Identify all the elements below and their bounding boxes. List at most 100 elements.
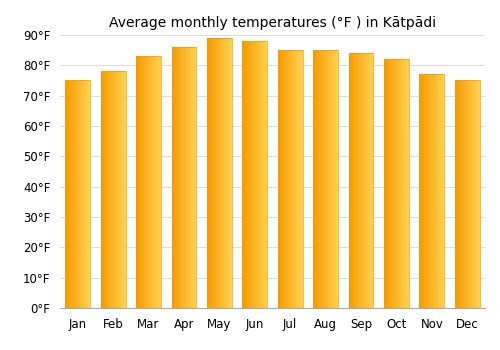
Bar xyxy=(390,59,392,308)
Bar xyxy=(260,41,262,308)
Bar xyxy=(368,53,370,308)
Bar xyxy=(438,75,440,308)
Bar xyxy=(477,80,478,308)
Bar xyxy=(88,80,90,308)
Bar xyxy=(208,38,210,308)
Bar xyxy=(224,38,225,308)
Bar xyxy=(427,75,428,308)
Bar xyxy=(408,59,409,308)
Bar xyxy=(365,53,366,308)
Bar xyxy=(78,80,80,308)
Bar xyxy=(435,75,436,308)
Bar xyxy=(178,47,179,308)
Bar xyxy=(174,47,175,308)
Bar xyxy=(332,50,333,308)
Bar xyxy=(316,50,318,308)
Bar xyxy=(320,50,322,308)
Bar xyxy=(73,80,74,308)
Bar xyxy=(80,80,81,308)
Bar xyxy=(285,50,286,308)
Bar xyxy=(367,53,368,308)
Bar xyxy=(211,38,212,308)
Bar xyxy=(329,50,330,308)
Bar xyxy=(140,56,141,308)
Bar xyxy=(220,38,221,308)
Bar xyxy=(361,53,362,308)
Bar xyxy=(252,41,253,308)
Bar xyxy=(113,71,114,308)
Bar xyxy=(437,75,438,308)
Bar xyxy=(431,75,432,308)
Bar xyxy=(356,53,357,308)
Bar xyxy=(82,80,84,308)
Bar xyxy=(424,75,426,308)
Bar xyxy=(256,41,258,308)
Bar xyxy=(71,80,72,308)
Bar xyxy=(249,41,250,308)
Bar xyxy=(85,80,86,308)
Bar xyxy=(455,80,479,308)
Bar xyxy=(76,80,77,308)
Bar xyxy=(183,47,184,308)
Bar xyxy=(468,80,469,308)
Bar xyxy=(137,56,138,308)
Bar xyxy=(87,80,88,308)
Bar xyxy=(138,56,140,308)
Bar xyxy=(333,50,334,308)
Bar xyxy=(244,41,245,308)
Bar xyxy=(423,75,424,308)
Bar xyxy=(395,59,396,308)
Bar xyxy=(357,53,358,308)
Title: Average monthly temperatures (°F ) in Kātpādi: Average monthly temperatures (°F ) in Kā… xyxy=(109,16,436,30)
Bar xyxy=(172,47,196,308)
Bar xyxy=(145,56,146,308)
Bar xyxy=(351,53,352,308)
Bar xyxy=(190,47,192,308)
Bar xyxy=(389,59,390,308)
Bar xyxy=(264,41,266,308)
Bar xyxy=(70,80,71,308)
Bar xyxy=(100,71,102,308)
Bar xyxy=(160,56,161,308)
Bar xyxy=(422,75,423,308)
Bar xyxy=(466,80,468,308)
Bar xyxy=(301,50,302,308)
Bar xyxy=(216,38,217,308)
Bar xyxy=(469,80,470,308)
Bar xyxy=(81,80,82,308)
Bar xyxy=(182,47,183,308)
Bar xyxy=(266,41,267,308)
Bar xyxy=(222,38,224,308)
Bar xyxy=(328,50,329,308)
Bar xyxy=(432,75,434,308)
Bar xyxy=(280,50,281,308)
Bar xyxy=(474,80,475,308)
Bar xyxy=(259,41,260,308)
Bar xyxy=(245,41,246,308)
Bar xyxy=(470,80,472,308)
Bar xyxy=(154,56,155,308)
Bar xyxy=(172,47,174,308)
Bar xyxy=(313,50,338,308)
Bar xyxy=(406,59,407,308)
Bar xyxy=(392,59,393,308)
Bar xyxy=(473,80,474,308)
Bar xyxy=(456,80,458,308)
Bar xyxy=(68,80,70,308)
Bar xyxy=(176,47,178,308)
Bar xyxy=(157,56,158,308)
Bar xyxy=(371,53,372,308)
Bar xyxy=(188,47,189,308)
Bar xyxy=(242,41,244,308)
Bar xyxy=(66,80,90,308)
Bar xyxy=(455,80,456,308)
Bar xyxy=(404,59,405,308)
Bar xyxy=(348,53,374,308)
Bar xyxy=(66,80,67,308)
Bar xyxy=(114,71,115,308)
Bar xyxy=(148,56,150,308)
Bar xyxy=(286,50,287,308)
Bar xyxy=(248,41,249,308)
Bar xyxy=(230,38,231,308)
Bar xyxy=(314,50,315,308)
